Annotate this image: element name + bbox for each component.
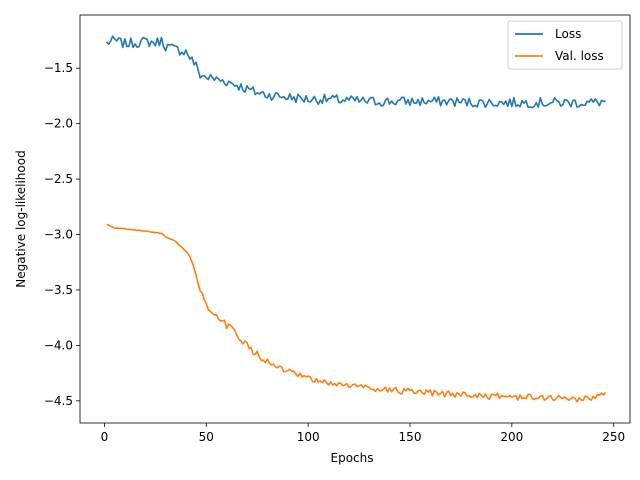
legend-box: [507, 20, 623, 70]
x-tick-label: 50: [199, 430, 214, 444]
x-tick-label: 100: [297, 430, 320, 444]
legend-label-val-loss: Val. loss: [555, 49, 604, 63]
y-tick-label: −1.5: [44, 61, 73, 75]
y-axis-label: Negative log-likelihood: [14, 150, 28, 287]
x-tick-label: 250: [602, 430, 625, 444]
y-tick-label: −3.5: [44, 283, 73, 297]
legend: Loss Val. loss: [507, 20, 623, 70]
x-axis-label: Epochs: [331, 451, 374, 465]
y-axis: −1.5 −2.0 −2.5 −3.0 −3.5 −4.0 −4.5: [44, 61, 80, 408]
x-axis: 0 50 100 150 200 250: [101, 423, 625, 444]
x-tick-label: 200: [500, 430, 523, 444]
y-tick-label: −4.5: [44, 394, 73, 408]
plot-frame: [79, 14, 631, 424]
legend-label-loss: Loss: [555, 27, 581, 41]
series-lines: [105, 35, 607, 403]
y-tick-label: −3.0: [44, 228, 73, 242]
loss-line: [105, 35, 606, 109]
x-tick-label: 150: [399, 430, 422, 444]
x-tick-label: 0: [101, 430, 109, 444]
y-tick-label: −2.0: [44, 117, 73, 131]
y-tick-label: −2.5: [44, 172, 73, 186]
val-loss-line: [106, 223, 607, 403]
y-tick-label: −4.0: [44, 338, 73, 352]
